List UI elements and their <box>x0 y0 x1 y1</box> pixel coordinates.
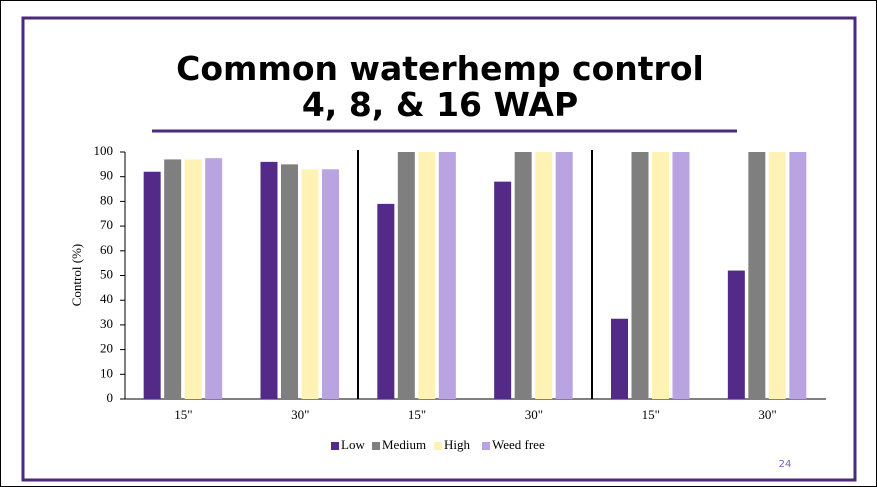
chart-title: Common waterhemp control <box>176 49 704 88</box>
bar <box>184 159 202 399</box>
bar <box>555 152 573 399</box>
y-tick-label: 40 <box>100 291 113 306</box>
y-tick-label: 20 <box>100 341 113 356</box>
y-tick-label: 10 <box>100 365 113 380</box>
bar <box>611 318 628 399</box>
y-tick-label: 0 <box>107 390 114 405</box>
legend-label: Weed free <box>492 437 545 452</box>
y-axis-label: Control (%) <box>69 244 84 306</box>
x-tick-label: 15" <box>642 407 660 422</box>
bar <box>205 158 223 399</box>
bar <box>494 181 512 399</box>
bar <box>672 152 690 399</box>
y-tick-label: 80 <box>100 192 113 207</box>
bar <box>652 152 669 399</box>
bar <box>164 159 182 399</box>
x-tick-label: 15" <box>174 407 192 422</box>
x-tick-label: 30" <box>525 407 543 422</box>
bar <box>301 169 319 399</box>
bar <box>789 152 807 399</box>
legend-label: Low <box>341 437 365 452</box>
y-tick-label: 50 <box>100 266 113 281</box>
chart-subtitle: 4, 8, & 16 WAP <box>302 85 578 124</box>
x-tick-label: 15" <box>408 407 426 422</box>
bar <box>631 152 649 399</box>
bar <box>535 152 553 399</box>
bar <box>397 152 415 399</box>
bar <box>418 152 436 399</box>
legend-label: High <box>444 437 471 452</box>
bar <box>143 171 161 399</box>
legend-swatch <box>372 442 380 450</box>
bar <box>768 152 786 399</box>
bar <box>514 152 532 399</box>
x-tick-label: 30" <box>291 407 309 422</box>
legend-swatch <box>434 442 442 450</box>
legend-swatch <box>331 442 339 450</box>
y-tick-label: 90 <box>100 168 113 183</box>
y-tick-label: 100 <box>94 143 114 158</box>
slide-frame <box>21 16 857 482</box>
bar <box>281 164 298 399</box>
bar <box>377 203 395 399</box>
bar <box>727 270 745 399</box>
bar <box>748 152 766 399</box>
y-tick-label: 60 <box>100 242 113 257</box>
x-tick-label: 30" <box>758 407 776 422</box>
y-tick-label: 70 <box>100 217 113 232</box>
bar <box>260 161 278 399</box>
legend-swatch <box>482 442 490 450</box>
bar <box>322 169 339 399</box>
page-number: 24 <box>779 459 792 470</box>
y-tick-label: 30 <box>100 316 113 331</box>
legend-label: Medium <box>382 437 426 452</box>
bar <box>438 152 456 399</box>
